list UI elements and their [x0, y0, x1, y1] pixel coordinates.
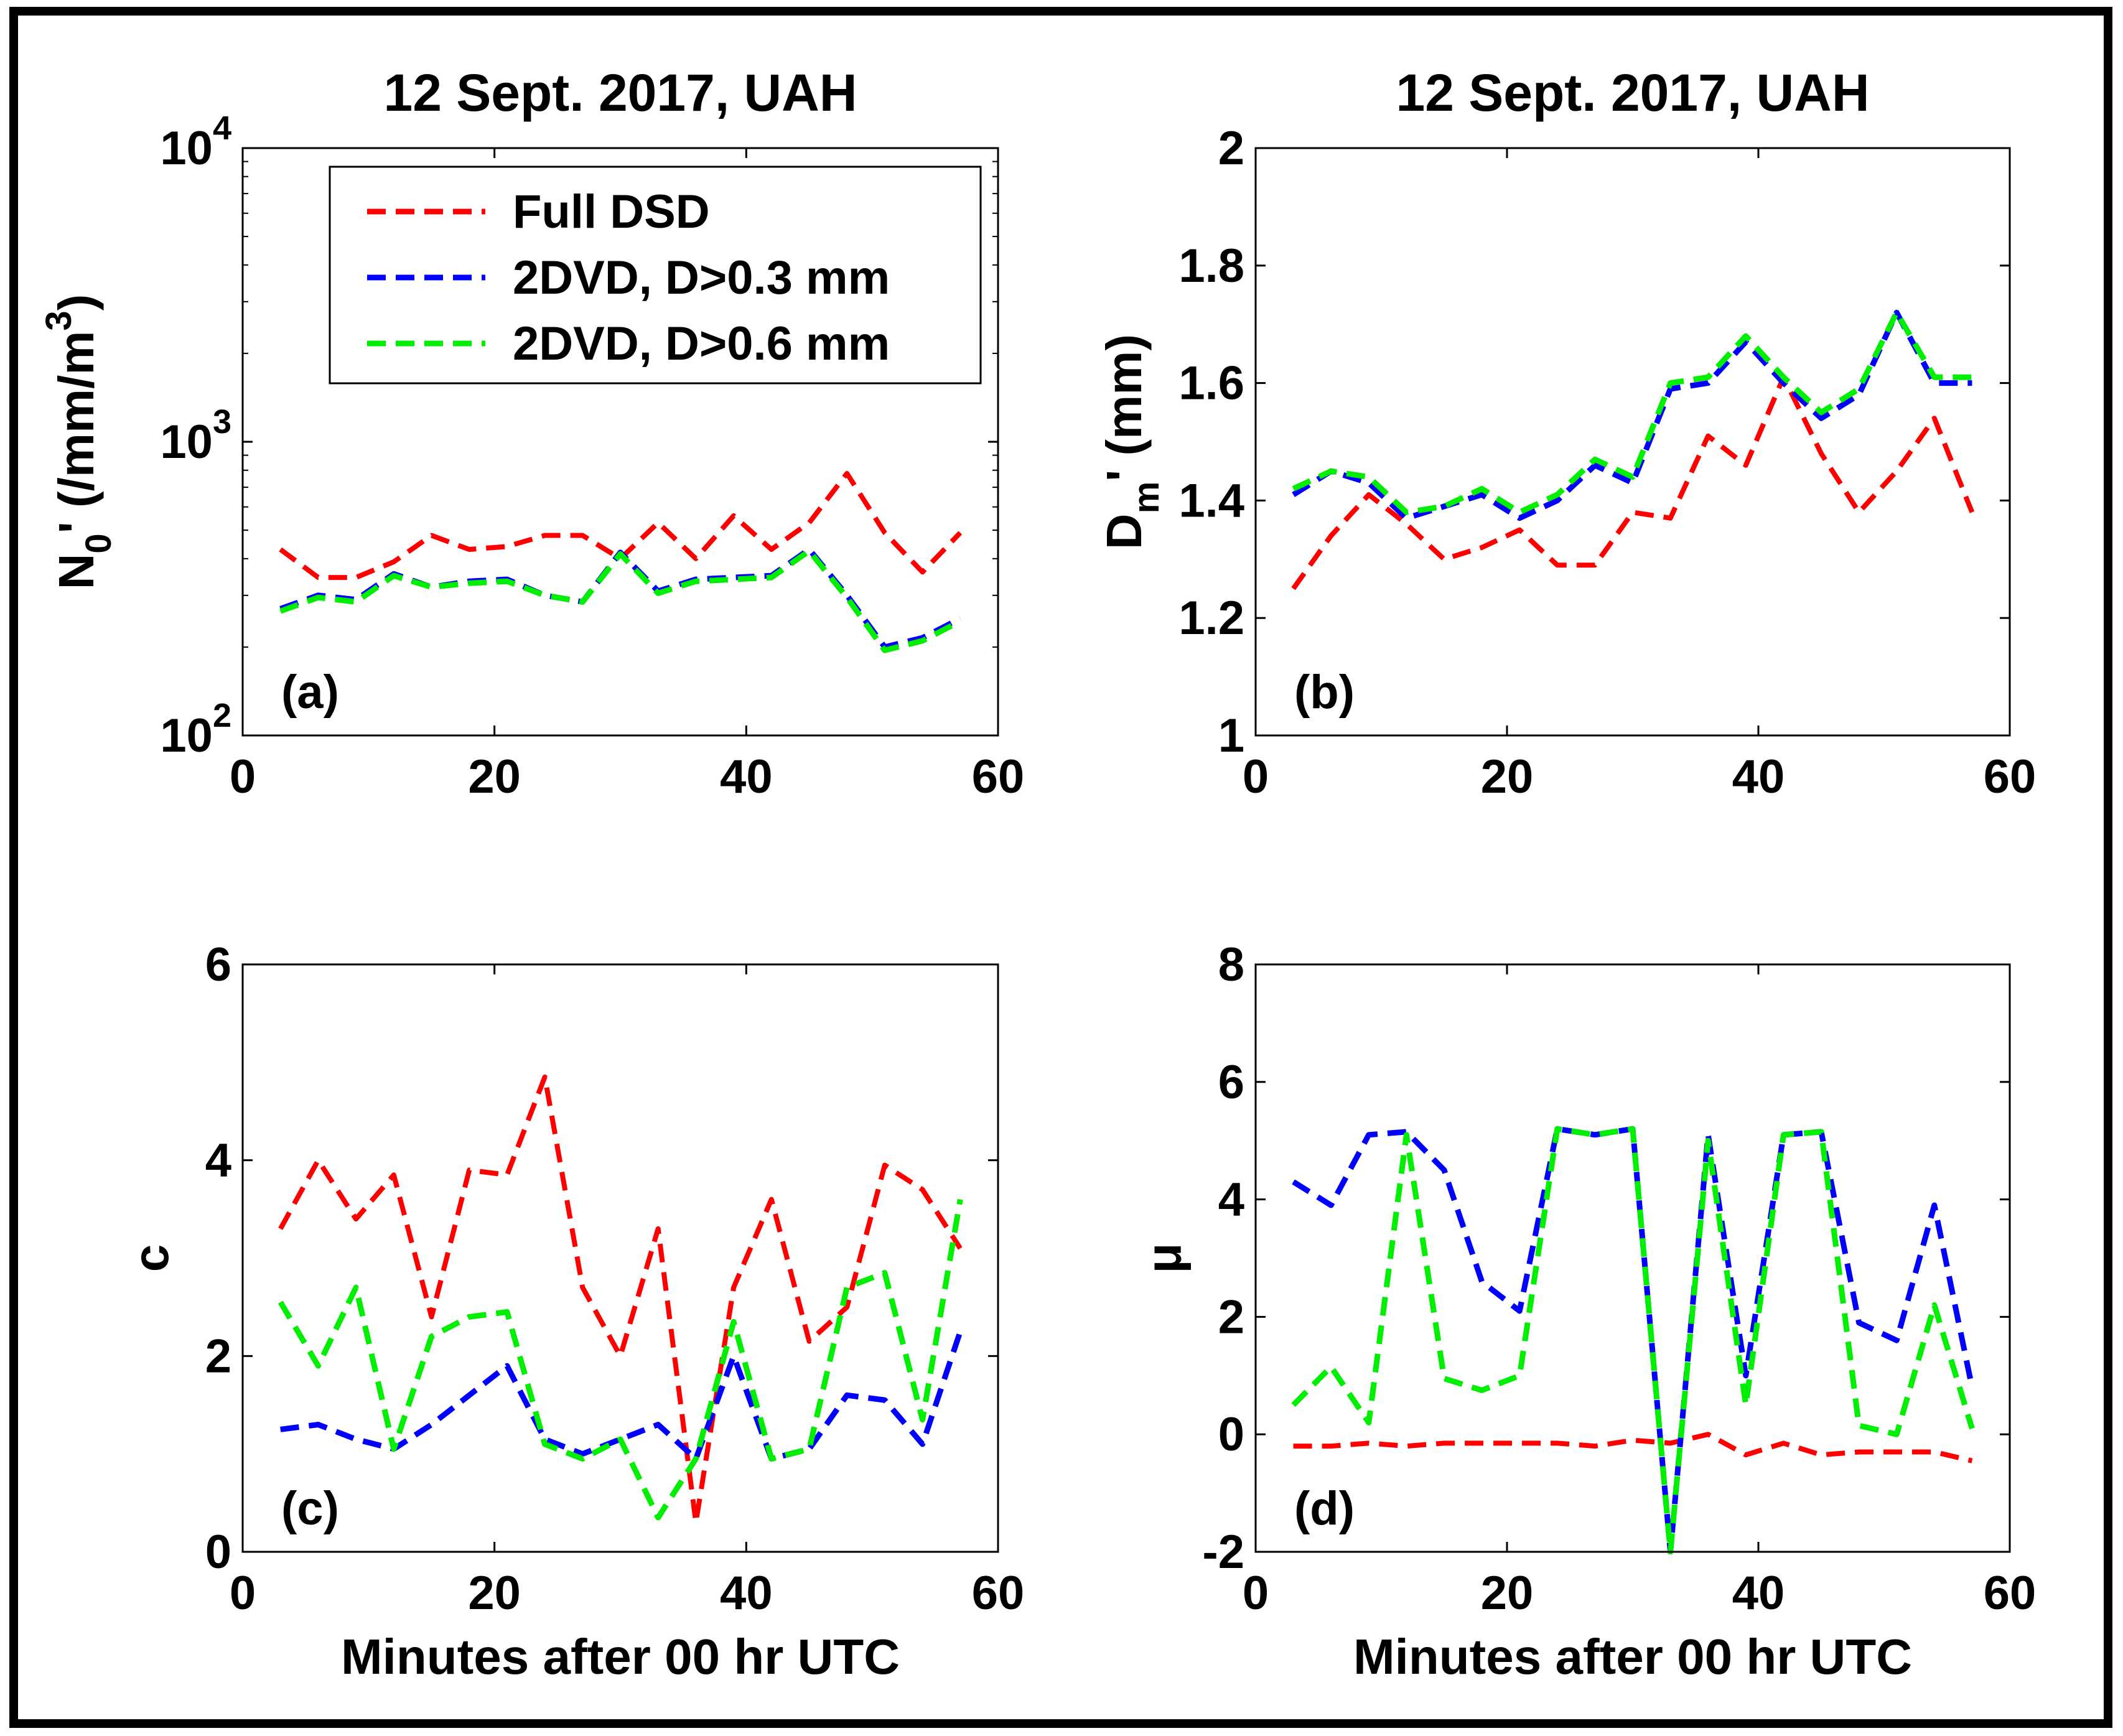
series-group: [278, 1074, 963, 1525]
y-tick-label: 1.6: [1178, 357, 1244, 410]
legend-entry-label: 2DVD, D>0.3 mm: [513, 251, 890, 304]
x-tick-label: 20: [1481, 750, 1534, 803]
y-tick-label: 1.2: [1178, 592, 1244, 645]
y-tick-label: 4: [205, 1134, 231, 1187]
legend-entry-label: Full DSD: [513, 185, 710, 238]
series-group: [1291, 309, 1975, 590]
series-line-2dvd-d-0-6-mm-d: [1291, 1126, 1975, 1554]
y-tick-label: 1.8: [1178, 240, 1244, 292]
x-tick-label: 60: [972, 1567, 1025, 1620]
x-tick-label: 60: [1984, 750, 2037, 803]
x-axis-label: Minutes after 00 hr UTC: [1353, 1629, 1912, 1684]
x-tick-label: 0: [1243, 750, 1269, 803]
x-tick-label: 20: [468, 1567, 521, 1620]
y-tick-label: 103: [160, 403, 231, 469]
y-tick-label: 104: [160, 110, 231, 175]
x-tick-label: 60: [1984, 1567, 2037, 1620]
y-tick-label: 6: [1218, 1056, 1244, 1109]
y-axis-label: c: [123, 1244, 179, 1272]
series-line-2dvd-d-0-6-mm-b: [1292, 309, 1972, 515]
y-tick-label: 2: [1218, 1290, 1244, 1343]
y-tick-label: 0: [205, 1526, 231, 1579]
x-tick-label: 20: [468, 750, 521, 803]
series-line-2dvd-d-0-6-mm-a: [279, 548, 962, 653]
x-axis-label: Minutes after 00 hr UTC: [341, 1629, 900, 1684]
legend-entry-label: 2DVD, D>0.6 mm: [513, 317, 890, 370]
chart-title: 12 Sept. 2017, UAH: [383, 63, 857, 122]
y-tick-label: 8: [1218, 938, 1244, 991]
legend: Full DSD 2DVD, D>0.3 mm 2DVD, D>0.6 mm: [329, 166, 982, 385]
x-tick-label: 40: [720, 1567, 773, 1620]
panel-label: (d): [1294, 1482, 1355, 1535]
y-tick-label: 0: [1218, 1408, 1244, 1461]
series-line-2dvd-d-0-6-mm-c: [278, 1198, 963, 1521]
x-tick-label: 40: [720, 750, 773, 803]
y-tick-label: 2: [205, 1330, 231, 1383]
x-tick-label: 0: [230, 1567, 256, 1620]
chart-panel-b: 0 20 40 60 1 1.2 1.4 1.6 1.8 2 12 Sept. 2017, UAH D…: [1096, 63, 2036, 803]
x-tick-label: 40: [1732, 750, 1785, 803]
series-line-full-dsd-d: [1293, 1432, 1973, 1463]
plot-area: [1256, 964, 2010, 1552]
x-tick-label: 20: [1481, 1567, 1534, 1620]
series-group: [1291, 1126, 1975, 1554]
y-axis-label: Dm' (mm): [1096, 334, 1167, 549]
y-tick-label: 6: [205, 938, 231, 991]
panel-label: (c): [281, 1482, 339, 1535]
y-tick-label: 1: [1218, 709, 1244, 762]
y-axis-label: μ: [1136, 1243, 1192, 1274]
x-tick-label: 40: [1732, 1567, 1785, 1620]
panel-label: (a): [281, 666, 339, 719]
x-tick-label: 0: [230, 750, 256, 803]
x-tick-label: 60: [972, 750, 1025, 803]
series-line-full-dsd-a: [279, 470, 963, 581]
series-line-full-dsd-c: [278, 1074, 963, 1525]
series-group: [279, 470, 963, 653]
y-tick-label: 102: [160, 697, 231, 762]
chart-title: 12 Sept. 2017, UAH: [1396, 63, 1869, 122]
x-tick-label: 0: [1243, 1567, 1269, 1620]
y-tick-label: 4: [1218, 1174, 1244, 1226]
chart-panel-c: 0 20 40 60 0 2 4 6 Minutes after 00 hr UTC c (c): [123, 938, 1024, 1684]
y-tick-label: 2: [1218, 122, 1244, 175]
plot-area: [1256, 148, 2010, 735]
panel-label: (b): [1294, 666, 1355, 719]
y-tick-label: 1.4: [1178, 474, 1244, 527]
plot-area: [243, 964, 998, 1552]
y-axis-label: N0' (/mm/m3): [39, 294, 119, 590]
y-tick-label: -2: [1202, 1526, 1244, 1579]
